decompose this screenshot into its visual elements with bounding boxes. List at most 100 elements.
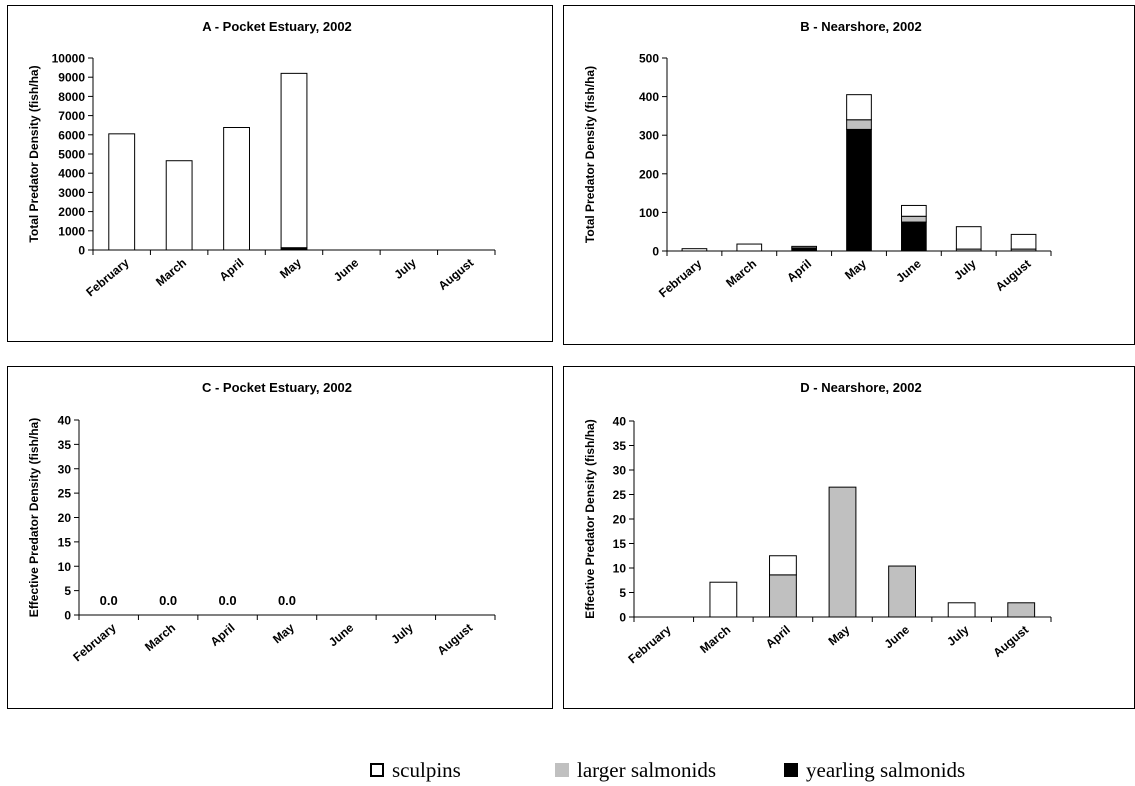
bar-sculpins — [846, 94, 872, 121]
y-tick-label: 10000 — [52, 52, 86, 66]
chart-title: A - Pocket Estuary, 2002 — [202, 19, 352, 34]
y-tick-label: 6000 — [58, 128, 85, 142]
x-tick-label: April — [763, 623, 793, 651]
y-tick-label: 4000 — [58, 167, 85, 181]
data-label: 0.0 — [100, 593, 118, 608]
y-tick-label: 0 — [78, 244, 85, 258]
x-tick-label: February — [656, 256, 705, 300]
chart-b-svg: B - Nearshore, 2002 Total Predator Densit… — [583, 19, 1052, 300]
y-tick-label: 25 — [613, 488, 627, 502]
bar-sculpins — [955, 226, 982, 250]
bar-sculpins — [223, 127, 250, 251]
yearling-salmonids-swatch — [784, 763, 798, 778]
y-tick-label: 30 — [613, 464, 627, 478]
y-tick-label: 400 — [639, 90, 659, 104]
bar-larger-salmonids — [888, 565, 916, 618]
chart-panel-a: A - Pocket Estuary, 2002 Total Predator D… — [7, 5, 553, 342]
chart-title: B - Nearshore, 2002 — [800, 19, 921, 34]
y-tick-label: 5 — [64, 584, 71, 598]
x-tick-label: May — [270, 620, 297, 646]
sculpins-swatch — [370, 763, 384, 778]
y-axis-label: Effective Predator Density (fish/ha) — [27, 418, 41, 617]
legend-label-sculpins: sculpins — [392, 758, 461, 782]
x-tick-label: June — [331, 255, 362, 284]
bar-larger-salmonids — [828, 486, 857, 618]
y-tick-label: 20 — [613, 513, 627, 527]
x-tick-label: May — [277, 255, 304, 281]
y-tick-label: 15 — [613, 537, 627, 551]
x-tick-label: July — [944, 622, 972, 648]
y-tick-label: 30 — [58, 462, 72, 476]
y-tick-label: 300 — [639, 129, 659, 143]
y-tick-label: 10 — [58, 560, 72, 574]
bar-sculpins — [1010, 233, 1037, 250]
x-tick-label: April — [784, 257, 814, 285]
legend: sculpins larger salmonids yearling salmo… — [0, 758, 1135, 786]
y-tick-label: 40 — [58, 414, 72, 428]
legend-item-sculpins: sculpins — [370, 758, 461, 782]
bar-sculpins — [681, 248, 708, 252]
bar-yearling-salmonids — [846, 128, 872, 252]
bar-larger-salmonids — [901, 215, 927, 223]
x-tick-label: March — [723, 257, 759, 290]
x-tick-label: July — [951, 256, 979, 282]
data-label: 0.0 — [278, 593, 296, 608]
x-tick-label: February — [625, 622, 674, 666]
chart-panel-b: B - Nearshore, 2002 Total Predator Densit… — [563, 5, 1135, 345]
y-tick-label: 3000 — [58, 186, 85, 200]
y-tick-label: 7000 — [58, 109, 85, 123]
bar-sculpins — [108, 133, 136, 251]
bar-sculpins — [769, 555, 797, 576]
legend-label-larger-salmonids: larger salmonids — [577, 758, 717, 782]
bar-yearling-salmonids — [901, 221, 927, 252]
x-tick-label: June — [326, 620, 357, 649]
chart-title: C - Pocket Estuary, 2002 — [202, 380, 352, 395]
chart-c-svg: C - Pocket Estuary, 2002 Effective Predat… — [27, 380, 496, 664]
x-tick-label: March — [697, 623, 733, 656]
y-tick-label: 20 — [58, 511, 72, 525]
bar-sculpins — [947, 602, 976, 618]
bar-sculpins — [736, 243, 763, 252]
y-tick-label: 100 — [639, 206, 659, 220]
x-tick-label: August — [435, 621, 476, 658]
legend-label-yearling-salmonids: yearling salmonids — [806, 758, 966, 782]
x-tick-label: April — [217, 256, 247, 284]
x-tick-label: June — [893, 256, 924, 285]
bar-larger-salmonids — [846, 119, 872, 130]
y-tick-label: 15 — [58, 535, 72, 549]
y-tick-label: 9000 — [58, 71, 85, 85]
x-tick-label: July — [388, 620, 416, 646]
x-tick-label: May — [826, 622, 853, 648]
x-tick-label: February — [70, 620, 119, 664]
y-tick-label: 0 — [64, 609, 71, 623]
y-tick-label: 0 — [652, 245, 659, 259]
chart-a-svg: A - Pocket Estuary, 2002 Total Predator D… — [27, 19, 496, 299]
y-axis-label: Total Predator Density (fish/ha) — [583, 66, 597, 243]
y-tick-label: 500 — [639, 52, 659, 66]
x-tick-label: February — [83, 255, 132, 299]
bar-sculpins — [709, 581, 738, 618]
y-tick-label: 5000 — [58, 148, 85, 162]
y-axis-label: Effective Predator Density (fish/ha) — [583, 419, 597, 618]
y-tick-label: 35 — [613, 439, 627, 453]
chart-panel-c: C - Pocket Estuary, 2002 Effective Predat… — [7, 366, 553, 709]
x-tick-label: August — [436, 256, 477, 293]
x-tick-label: March — [153, 256, 189, 289]
bar-larger-salmonids — [791, 245, 817, 249]
bar-sculpins — [165, 160, 193, 251]
x-tick-label: April — [208, 621, 238, 649]
legend-item-yearling-salmonids: yearling salmonids — [784, 758, 965, 782]
chart-panel-d: D - Nearshore, 2002 Effective Predator De… — [563, 366, 1135, 709]
x-tick-label: August — [993, 257, 1034, 294]
y-tick-label: 200 — [639, 167, 659, 181]
y-tick-label: 8000 — [58, 90, 85, 104]
chart-title: D - Nearshore, 2002 — [800, 380, 921, 395]
x-tick-label: July — [391, 255, 419, 281]
y-tick-label: 5 — [619, 586, 626, 600]
y-tick-label: 2000 — [58, 205, 85, 219]
bar-larger-salmonids — [769, 574, 797, 618]
x-tick-label: August — [990, 623, 1031, 660]
data-label: 0.0 — [219, 593, 237, 608]
chart-d-svg: D - Nearshore, 2002 Effective Predator De… — [583, 380, 1052, 666]
data-label: 0.0 — [159, 593, 177, 608]
